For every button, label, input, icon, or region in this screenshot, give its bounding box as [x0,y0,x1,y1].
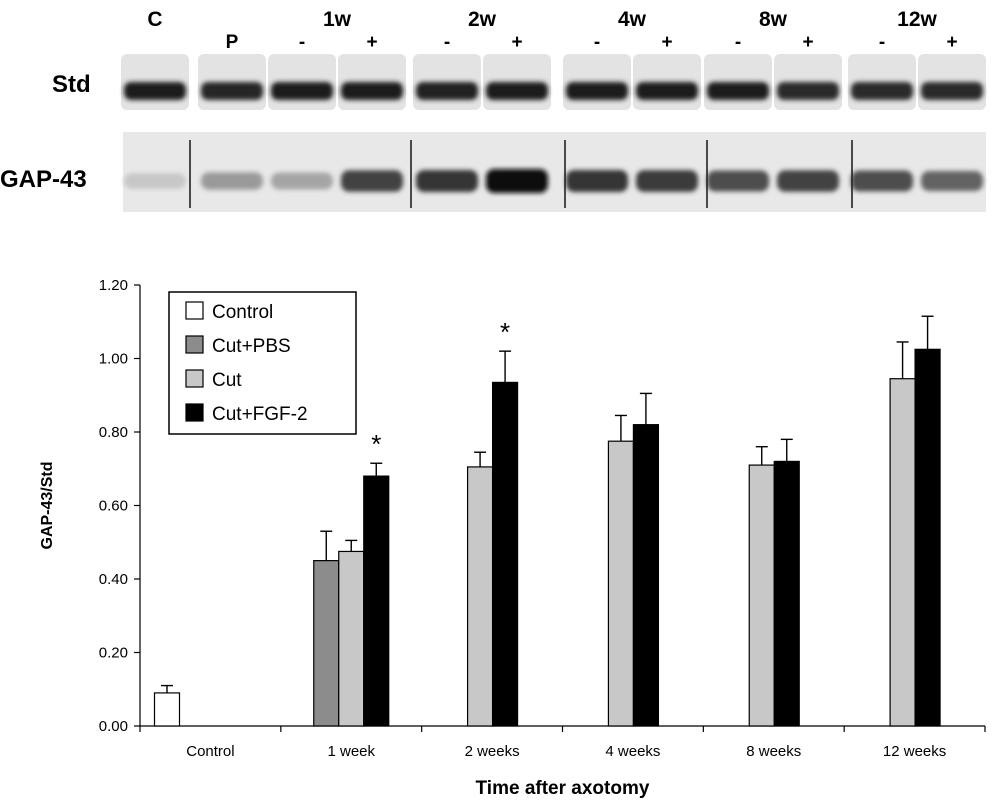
gap43-band [201,172,263,190]
gap43-band [486,169,548,193]
x-tick-label: Control [186,743,234,760]
x-axis-title: Time after axotomy [476,778,650,799]
std-band [707,82,769,100]
x-tick-label: 2 weeks [465,743,520,760]
legend-swatch [185,335,204,354]
std-band [124,82,186,100]
blot-row-label-std: Std [52,71,91,98]
gap43-band [271,172,333,190]
legend-label: Cut+FGF-2 [212,404,308,425]
legend-label: Cut+PBS [212,336,291,357]
x-tick-label: 4 weeks [605,743,660,760]
std-band [341,82,403,100]
blot-lane-mark: - [299,32,305,53]
blot-group-label: C [147,8,162,31]
gap43-band [124,173,186,189]
legend-swatch [185,301,204,320]
blot-lane-mark: - [735,32,741,53]
std-band [777,82,839,100]
bar-cut-fgf-2 [363,475,390,727]
blot-group-label: 2w [468,8,497,31]
gap43-band [777,170,839,192]
y-tick-label: 0.80 [99,424,128,441]
blot-lane-mark: + [511,32,522,53]
blot-lane-mark: - [444,32,450,53]
bar-cut [748,464,775,727]
legend-swatch [185,369,204,388]
gap43-band [416,170,478,192]
gap43-strip-bg [123,132,986,212]
std-band [416,82,478,100]
blot-row-label-gap43: GAP-43 [0,166,87,193]
blot-lane-mark: + [661,32,672,53]
gap43-band [851,170,913,192]
bar-control [153,692,181,727]
bar-cut-fgf-2 [632,424,660,727]
x-tick-label: 12 weeks [883,743,946,760]
gap43-bar-chart: 0.00 0.20 0.40 0.60 0.80 1.00 1.20 Control 1 wee… [39,277,986,799]
y-tick-label: 0.60 [99,498,128,515]
y-axis-title: GAP-43/Std [39,461,56,549]
blot-group-label: 4w [618,8,647,31]
std-band [566,82,628,100]
bar-cut [466,466,494,727]
gap43-band [566,170,628,192]
std-band [851,82,913,100]
legend-label: Control [212,302,273,323]
std-band [636,82,698,100]
bar-cut-fgf-2 [914,348,941,727]
significance-marker: * [371,429,381,459]
legend-swatch [185,403,204,422]
x-tick-label: 1 week [327,743,375,760]
bar-cut-fgf-2 [773,460,800,727]
y-tick-label: 1.20 [99,277,128,294]
bar-cut-pbs [313,560,340,727]
blot-lane-mark: + [946,32,957,53]
gap43-band [636,170,698,192]
std-band [201,82,263,100]
bar-cut [607,440,635,727]
bar-cut [338,550,365,727]
std-band [921,82,983,100]
significance-marker: * [500,317,510,347]
y-tick-label: 0.20 [99,645,128,662]
std-band [486,82,548,100]
blot-lane-mark: + [366,32,377,53]
blot-group-label: 1w [323,8,352,31]
gap43-band [921,171,983,191]
blot-group-label: 8w [759,8,788,31]
blot-lane-mark: - [594,32,600,53]
blot-lane-mark: P [226,32,239,53]
blot-lane-mark: + [802,32,813,53]
std-band [271,82,333,100]
blot-group-label: 12w [897,8,937,31]
gap43-band [707,170,769,192]
y-tick-label: 1.00 [99,351,128,368]
blot-lane-mark: - [879,32,885,53]
bar-cut-fgf-2 [491,381,519,727]
legend: Control Cut+PBS Cut Cut+FGF-2 [168,291,357,435]
gap43-band [341,170,403,192]
western-blot-panel: C 1w 2w 4w 8w 12w P - + - + - + - + - + Std GAP-43 [0,8,986,212]
x-tick-label: 8 weeks [746,743,801,760]
legend-label: Cut [212,370,242,391]
y-tick-label: 0.00 [99,718,128,735]
y-tick-label: 0.40 [99,571,128,588]
bar-cut [889,378,916,727]
